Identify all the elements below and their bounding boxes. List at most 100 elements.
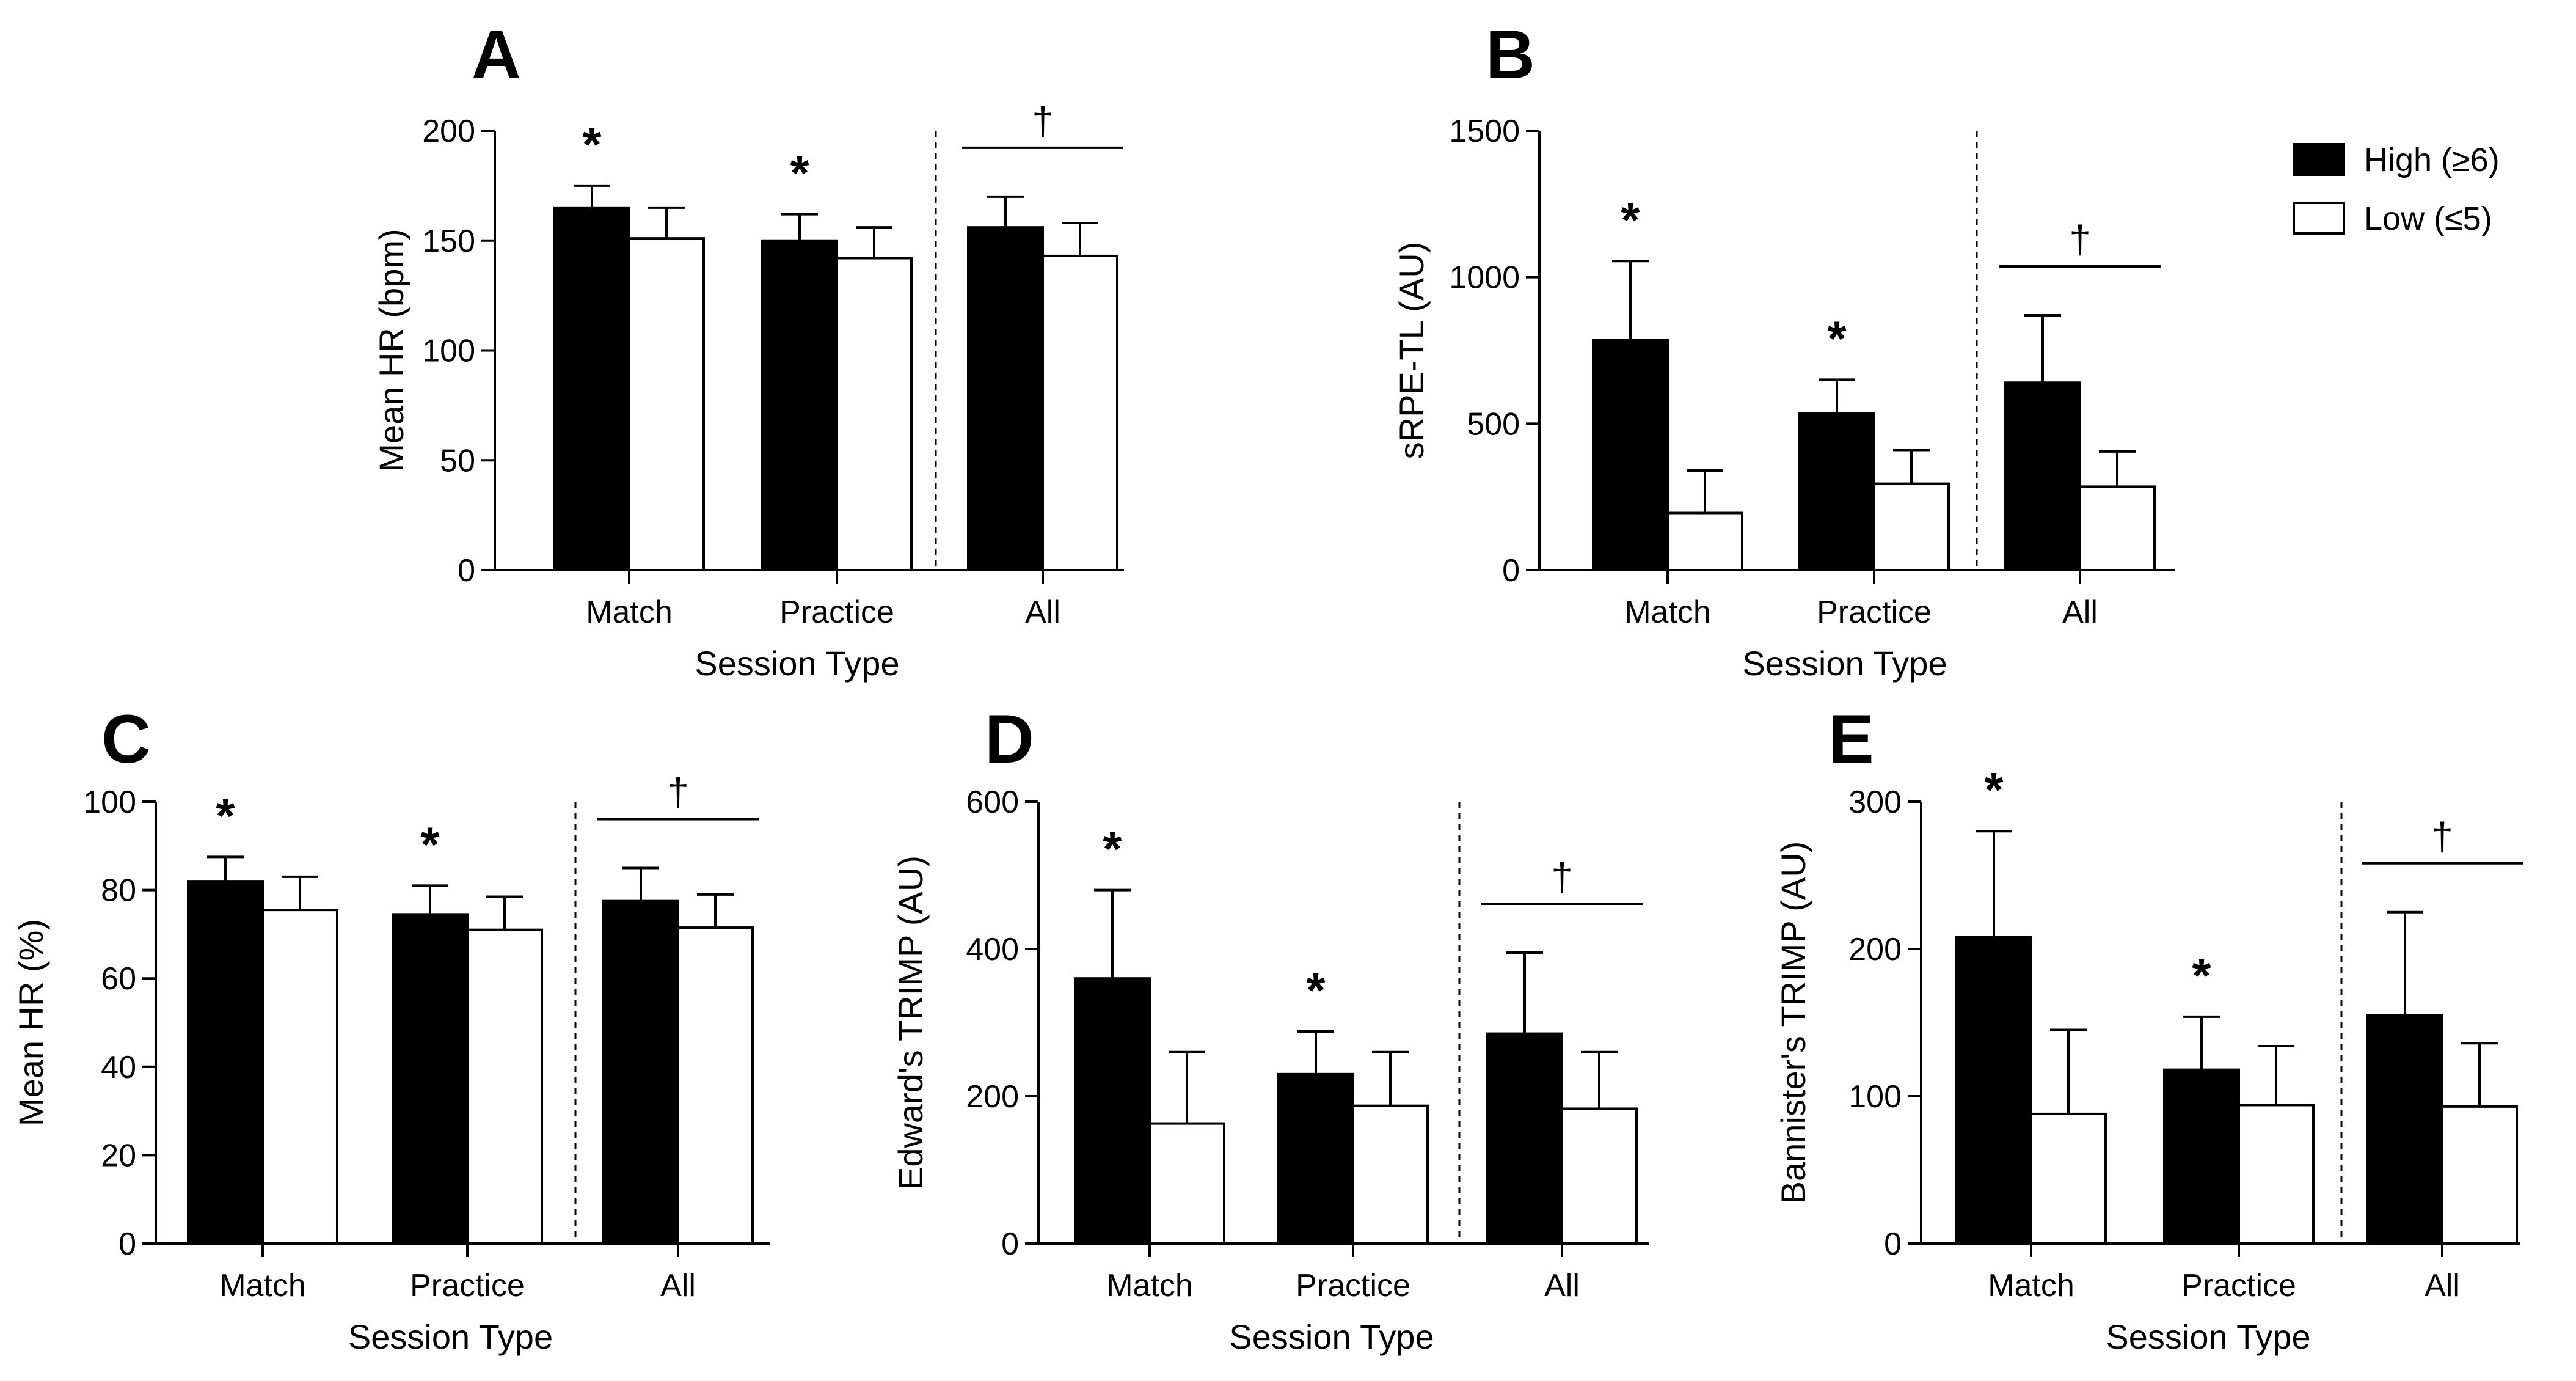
panel-c: C 0 20 40 60 80 100 Mean HR (%) Session Type Matc… [12, 701, 770, 1356]
y-axis-title: Bannister's TRIMP (AU) [1774, 841, 1812, 1204]
bar-low [1352, 1104, 1429, 1245]
bar-low [1042, 254, 1118, 572]
bar-high [2163, 1068, 2240, 1245]
x-axis-title: Session Type [1229, 1317, 1434, 1356]
panel-a: A 0 50 100 150 200 Mean HR (bpm) Session Type Ma… [372, 16, 1124, 683]
y-axis-title: Mean HR (bpm) [372, 229, 410, 472]
bar-high [2366, 1014, 2443, 1245]
x-tick-label: Practice [779, 595, 894, 630]
significance-asterisk: * [420, 817, 440, 871]
x-tick-label: Match [1624, 595, 1711, 630]
legend: High (≥6) Low (≤5) [2293, 142, 2500, 237]
panel-letter: A [472, 16, 521, 93]
bar-high [553, 206, 630, 571]
bar-low [1873, 482, 1950, 572]
x-axis-title: Session Type [1742, 644, 1947, 683]
bar-high [602, 899, 679, 1245]
x-tick-label: Match [1106, 1268, 1193, 1303]
y-axis-title: sRPE-TL (AU) [1392, 242, 1431, 460]
y-tick-label: 0 [119, 1226, 136, 1262]
y-tick-label: 1500 [1449, 114, 1520, 149]
bar-low [2079, 485, 2156, 572]
y-tick-label: 100 [1848, 1079, 1902, 1115]
y-tick-label: 300 [1848, 785, 1902, 820]
bar-high [1277, 1072, 1354, 1245]
panel-letter: D [985, 701, 1034, 777]
bar-high [761, 239, 838, 571]
panel-letter: B [1486, 16, 1535, 93]
bar-low [1561, 1107, 1638, 1245]
y-tick-label: 150 [422, 224, 475, 259]
y-tick-label: 1000 [1449, 260, 1520, 296]
bar-high [392, 913, 469, 1245]
x-tick-label: All [1544, 1268, 1580, 1303]
y-tick-label: 200 [422, 114, 475, 149]
y-axis-title: Edward's TRIMP (AU) [891, 855, 930, 1190]
x-tick-label: All [1025, 595, 1060, 630]
significance-asterisk: * [582, 117, 602, 172]
panel-letter: E [1828, 701, 1874, 777]
significance-asterisk: * [1621, 192, 1640, 247]
y-axis-title: Mean HR (%) [12, 919, 50, 1126]
y-tick-label: 0 [1001, 1226, 1019, 1262]
x-tick-label: Match [1988, 1268, 2074, 1303]
significance-asterisk: * [1103, 822, 1122, 876]
significance-dagger: † [1032, 99, 1054, 143]
x-tick-label: All [2062, 595, 2098, 630]
x-tick-label: All [660, 1268, 696, 1303]
bar-high [1074, 977, 1151, 1245]
bar-low [677, 926, 754, 1245]
y-tick-label: 500 [1467, 406, 1520, 442]
y-tick-label: 20 [101, 1138, 136, 1173]
significance-asterisk: * [1827, 311, 1847, 365]
bar-high [967, 226, 1044, 571]
bar-low [2030, 1112, 2107, 1245]
x-tick-label: Match [586, 595, 673, 630]
bar-high [2004, 381, 2081, 572]
y-tick-label: 100 [83, 785, 136, 820]
bar-low [1148, 1122, 1225, 1245]
bar-high [1955, 936, 2032, 1245]
x-tick-label: All [2425, 1268, 2460, 1303]
legend-swatch-low [2293, 202, 2345, 235]
y-tick-label: 0 [1502, 553, 1520, 588]
significance-asterisk: * [1306, 963, 1326, 1017]
bar-low [628, 237, 705, 571]
y-tick-label: 100 [422, 334, 475, 369]
y-tick-label: 40 [101, 1050, 136, 1085]
y-tick-label: 0 [458, 553, 475, 588]
panel-e: E 0 100 200 300 Bannister's TRIMP (AU) Session… [1774, 701, 2523, 1356]
bar-high [1486, 1032, 1563, 1245]
significance-dagger: † [1551, 855, 1573, 899]
y-tick-label: 200 [966, 1079, 1019, 1115]
panel-letter: C [101, 701, 151, 777]
x-tick-label: Practice [1296, 1268, 1410, 1303]
legend-label-low: Low (≤5) [2364, 200, 2492, 237]
significance-dagger: † [667, 770, 689, 814]
significance-asterisk: * [790, 146, 809, 200]
bar-low [2238, 1104, 2315, 1245]
legend-swatch-high [2293, 143, 2345, 176]
bar-low [2441, 1105, 2518, 1245]
bar-high [187, 880, 264, 1245]
y-tick-label: 50 [440, 443, 475, 478]
bar-low [1666, 511, 1743, 572]
x-tick-label: Practice [1817, 595, 1932, 630]
bar-low [836, 257, 913, 571]
y-tick-label: 200 [1848, 932, 1902, 967]
bar-high [1798, 412, 1875, 571]
significance-asterisk: * [1984, 763, 2004, 817]
y-tick-label: 60 [101, 961, 136, 997]
panel-d: D 0 200 400 600 Edward's TRIMP (AU) Session Ty… [891, 701, 1649, 1356]
panel-b: B 0 500 1000 1500 sRPE-TL (AU) Session Type Mat… [1392, 16, 2175, 683]
x-tick-label: Match [219, 1268, 306, 1303]
y-tick-label: 0 [1884, 1226, 1902, 1262]
x-tick-label: Practice [2181, 1268, 2296, 1303]
significance-dagger: † [2431, 815, 2453, 859]
y-tick-label: 600 [966, 785, 1019, 820]
bar-low [466, 928, 543, 1245]
significance-dagger: † [2069, 218, 2091, 262]
x-tick-label: Practice [410, 1268, 525, 1303]
significance-asterisk: * [216, 788, 235, 843]
y-tick-label: 400 [966, 932, 1019, 967]
